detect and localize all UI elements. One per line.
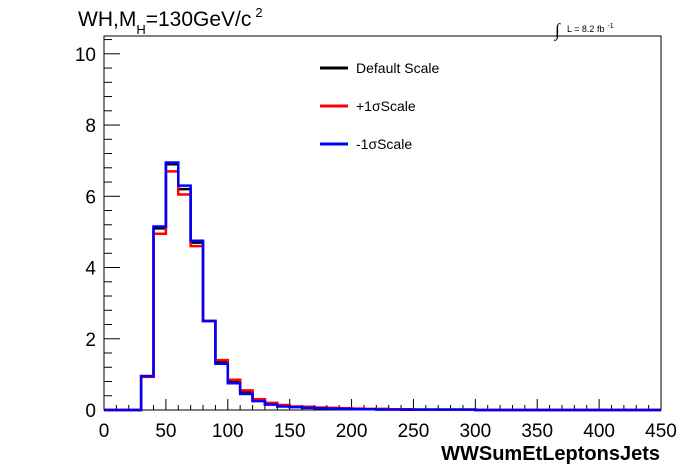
- x-tick-label: 400: [583, 421, 615, 442]
- x-axis-label: WWSumEtLeptonsJets: [441, 443, 660, 465]
- x-tick-label: 150: [274, 421, 306, 442]
- y-tick-label: 0: [85, 401, 96, 422]
- series-line-0: [104, 162, 661, 412]
- title-superscript: 2: [255, 5, 262, 20]
- title-main: WH,M: [78, 8, 136, 31]
- luminosity-text: L = 8.2 fb: [567, 24, 604, 34]
- x-tick-label: 200: [336, 421, 368, 442]
- y-tick-label: 2: [85, 330, 96, 351]
- x-tick-label: 100: [212, 421, 244, 442]
- x-tick-label: 250: [398, 421, 430, 442]
- x-tick-label: 50: [155, 421, 176, 442]
- integral-symbol: ∫: [554, 20, 561, 41]
- title-rest: =130GeV/c: [146, 8, 252, 31]
- x-tick-label: 300: [459, 421, 491, 442]
- y-tick-label: 4: [85, 259, 96, 280]
- x-tick-label: 0: [99, 421, 110, 442]
- series-line-2: [104, 161, 661, 412]
- y-tick-label: 10: [75, 45, 96, 66]
- luminosity-superscript: -1: [607, 23, 613, 30]
- legend: Default Scale +1σScale -1σScale: [320, 60, 439, 152]
- x-tick-label: 350: [521, 421, 553, 442]
- plot-frame: [103, 35, 662, 411]
- series-layer: [104, 161, 661, 412]
- legend-label: Default Scale: [356, 60, 439, 76]
- legend-label: -1σScale: [356, 136, 412, 152]
- y-tick-label: 8: [85, 116, 96, 137]
- chart-title: WH,MH=130GeV/c 2: [78, 5, 263, 37]
- legend-label: +1σScale: [356, 98, 416, 114]
- title-subscript: H: [136, 22, 145, 37]
- luminosity-label: L = 8.2 fb -1: [567, 23, 614, 34]
- y-tick-label: 6: [85, 187, 96, 208]
- series-line-1: [104, 170, 661, 412]
- x-tick-label: 450: [645, 421, 677, 442]
